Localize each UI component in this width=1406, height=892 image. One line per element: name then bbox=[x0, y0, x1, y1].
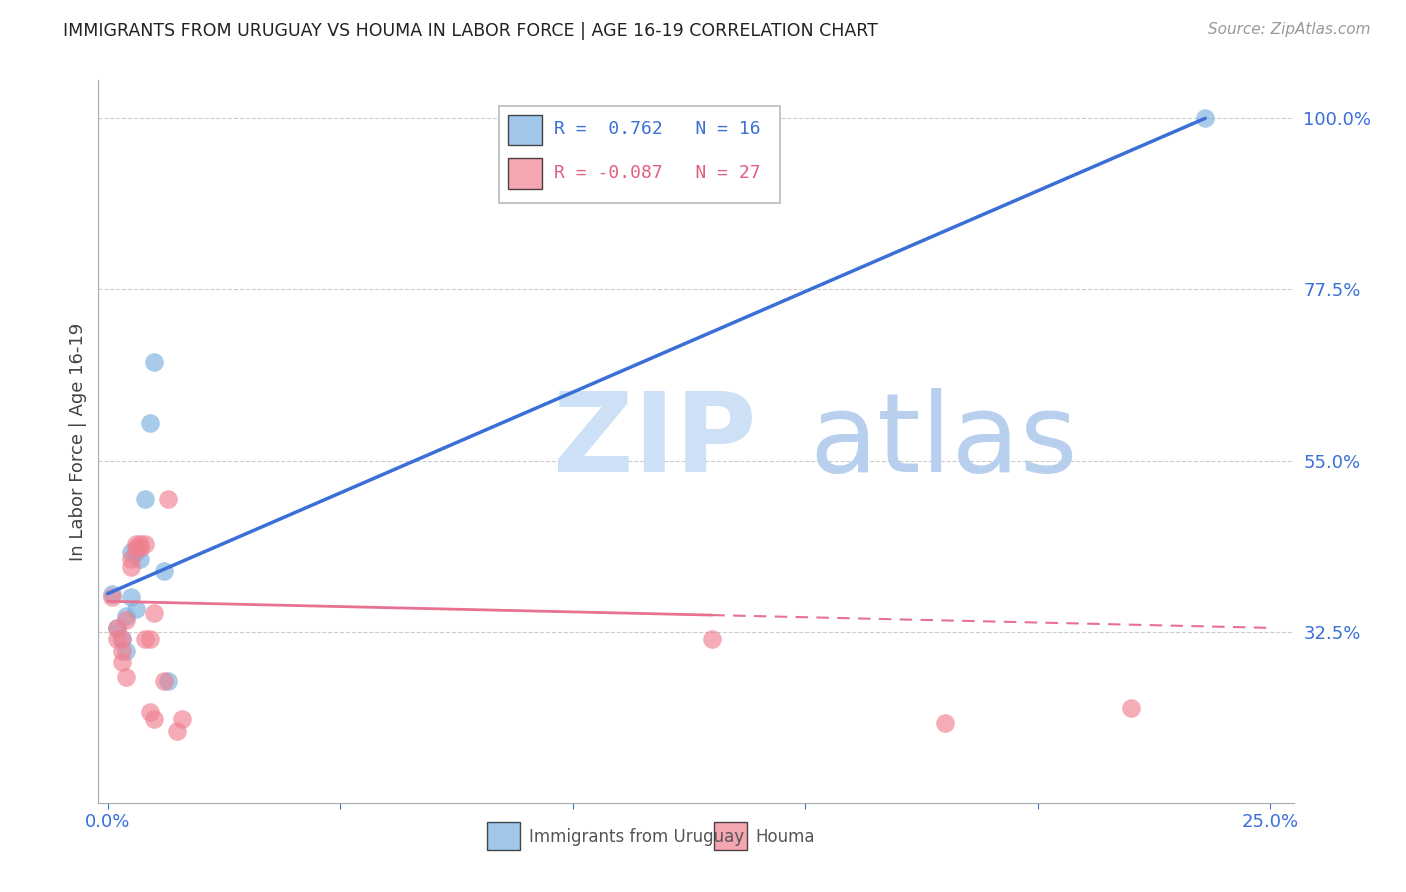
Point bbox=[1119, 700, 1142, 714]
Point bbox=[129, 541, 152, 555]
Point bbox=[124, 537, 146, 551]
Point bbox=[124, 545, 146, 559]
FancyBboxPatch shape bbox=[509, 115, 541, 145]
Text: IMMIGRANTS FROM URUGUAY VS HOUMA IN LABOR FORCE | AGE 16-19 CORRELATION CHART: IMMIGRANTS FROM URUGUAY VS HOUMA IN LABO… bbox=[63, 22, 879, 40]
FancyBboxPatch shape bbox=[499, 105, 780, 203]
Text: Immigrants from Uruguay: Immigrants from Uruguay bbox=[529, 828, 744, 846]
Point bbox=[101, 587, 124, 601]
Point bbox=[115, 670, 138, 684]
Point bbox=[166, 723, 188, 738]
Text: ZIP: ZIP bbox=[553, 388, 756, 495]
Point bbox=[138, 416, 160, 430]
Point bbox=[111, 655, 134, 669]
FancyBboxPatch shape bbox=[486, 822, 520, 850]
Point bbox=[105, 621, 128, 635]
Point bbox=[157, 674, 180, 689]
Point bbox=[105, 621, 128, 635]
Text: Source: ZipAtlas.com: Source: ZipAtlas.com bbox=[1208, 22, 1371, 37]
Text: atlas: atlas bbox=[810, 388, 1078, 495]
Point bbox=[934, 715, 956, 730]
Point bbox=[138, 705, 160, 719]
Y-axis label: In Labor Force | Age 16-19: In Labor Force | Age 16-19 bbox=[69, 322, 87, 561]
Text: R = -0.087   N = 27: R = -0.087 N = 27 bbox=[554, 164, 761, 183]
Point bbox=[115, 609, 138, 624]
Point bbox=[157, 491, 180, 506]
FancyBboxPatch shape bbox=[714, 822, 748, 850]
Point bbox=[111, 643, 134, 657]
Point bbox=[152, 674, 174, 689]
Point bbox=[143, 712, 166, 726]
Point bbox=[134, 491, 156, 506]
Point bbox=[101, 591, 124, 605]
Point bbox=[134, 537, 156, 551]
Point bbox=[124, 541, 146, 555]
Point bbox=[143, 606, 166, 620]
Point bbox=[120, 560, 142, 574]
Point bbox=[111, 632, 134, 647]
FancyBboxPatch shape bbox=[509, 158, 541, 189]
Point bbox=[129, 552, 152, 566]
Point bbox=[115, 613, 138, 627]
Point bbox=[138, 632, 160, 647]
Point bbox=[115, 643, 138, 657]
Point bbox=[120, 591, 142, 605]
Point bbox=[120, 545, 142, 559]
Point bbox=[124, 602, 146, 616]
Point bbox=[105, 632, 128, 647]
Text: R =  0.762   N = 16: R = 0.762 N = 16 bbox=[554, 120, 761, 138]
Point bbox=[129, 537, 152, 551]
Point bbox=[111, 632, 134, 647]
Point bbox=[143, 354, 166, 368]
Point bbox=[1194, 112, 1216, 126]
Point bbox=[702, 632, 724, 647]
Point bbox=[172, 712, 194, 726]
Text: Houma: Houma bbox=[756, 828, 815, 846]
Point bbox=[152, 564, 174, 578]
Point bbox=[134, 632, 156, 647]
Point bbox=[120, 552, 142, 566]
